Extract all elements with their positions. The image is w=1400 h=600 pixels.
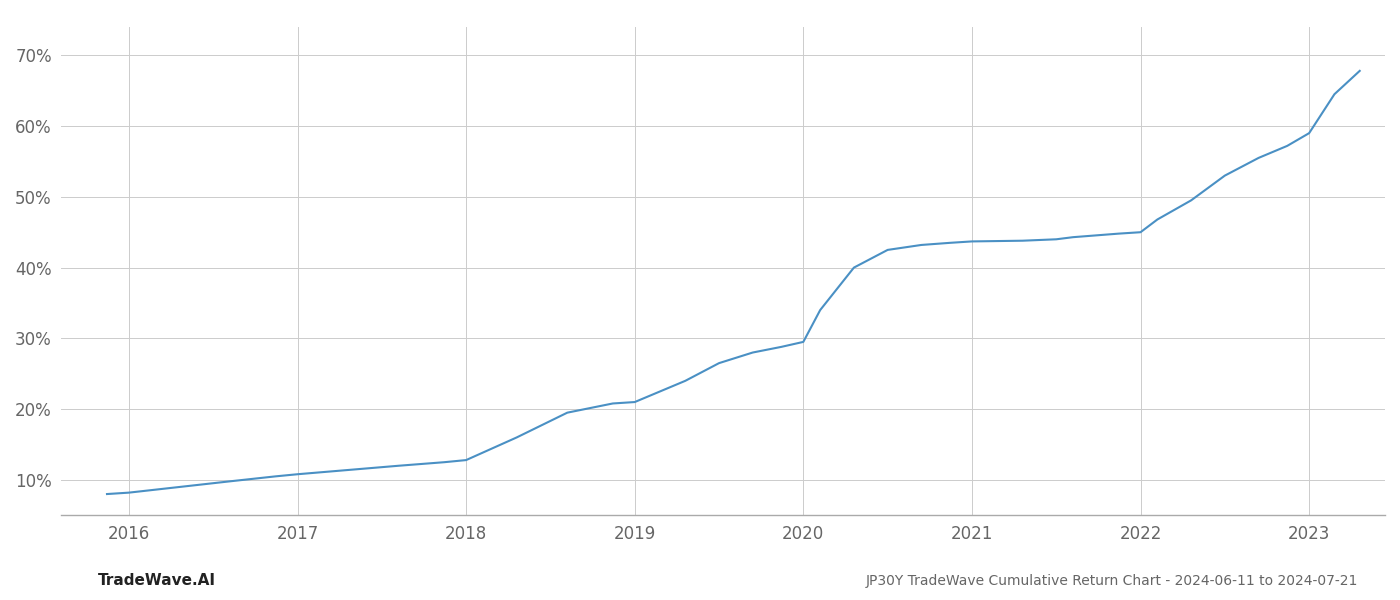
- Text: JP30Y TradeWave Cumulative Return Chart - 2024-06-11 to 2024-07-21: JP30Y TradeWave Cumulative Return Chart …: [865, 574, 1358, 588]
- Text: TradeWave.AI: TradeWave.AI: [98, 573, 216, 588]
